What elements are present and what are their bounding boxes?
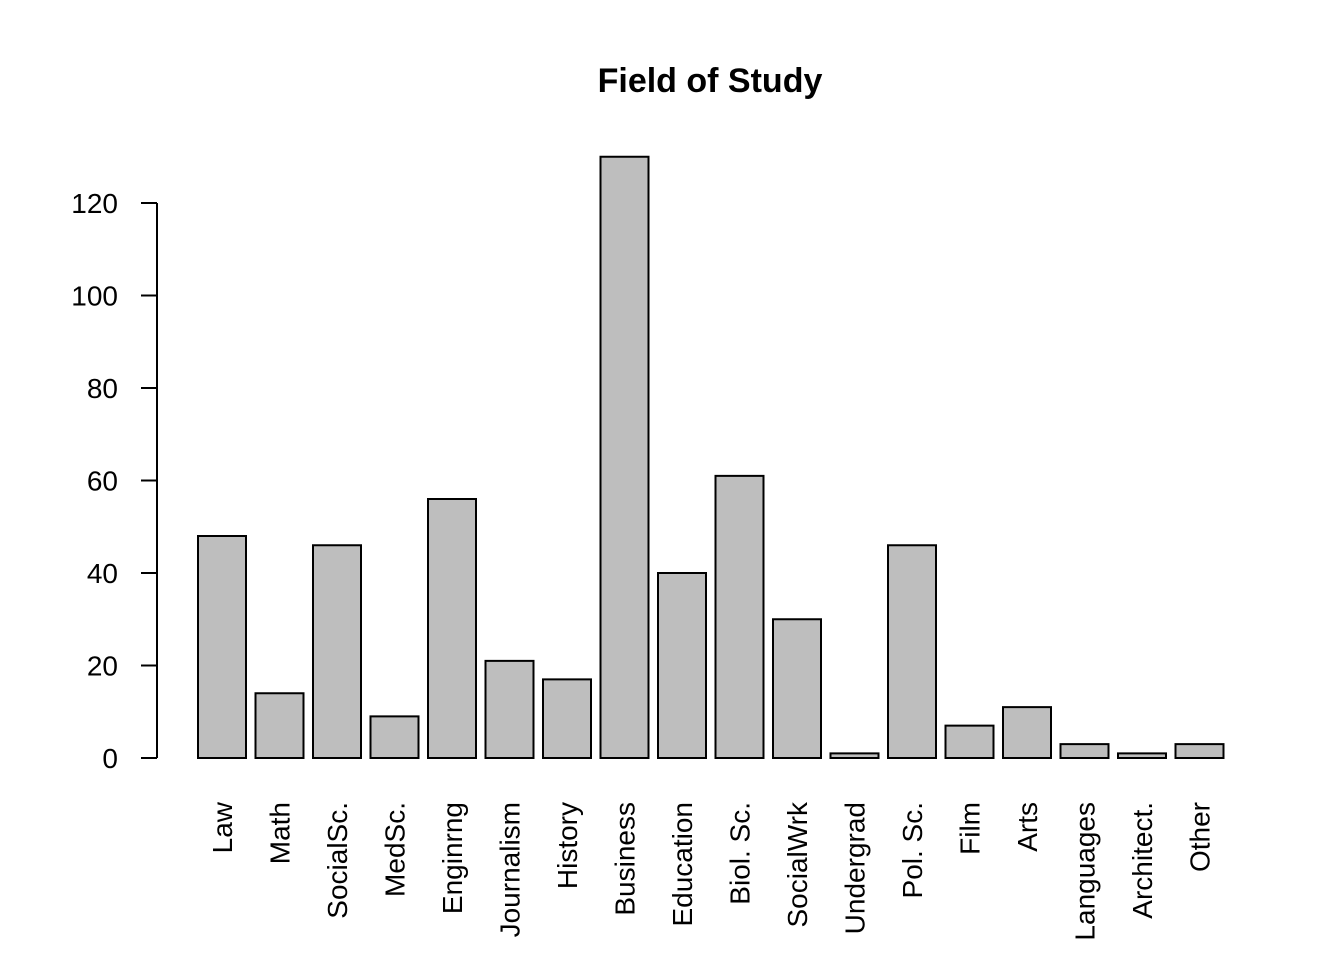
bar <box>427 498 477 759</box>
chart-title: Field of Study <box>598 62 823 100</box>
x-tick-label: Other <box>1185 802 1216 872</box>
bar <box>1059 743 1110 759</box>
x-tick-label: Arts <box>1012 802 1043 852</box>
x-axis-labels: Law Math SocialSc. MedSc. Enginrng Journalism… <box>207 801 1216 941</box>
x-tick-label: Biol. Sc. <box>725 802 756 905</box>
bar <box>714 474 765 759</box>
y-tick-label: 20 <box>87 651 118 682</box>
bar <box>312 544 362 759</box>
bar <box>484 659 535 759</box>
x-tick-label: Enginrng <box>437 802 468 914</box>
bar <box>197 535 247 759</box>
y-tick-label: 100 <box>71 281 118 312</box>
x-tick-label: Math <box>265 802 296 864</box>
x-tick-label: SocialWrk <box>782 801 813 928</box>
x-tick-label: Languages <box>1070 802 1101 941</box>
bar <box>657 572 707 759</box>
bar <box>599 155 650 759</box>
y-tick-label: 80 <box>87 373 118 404</box>
y-axis: 0 20 40 60 80 100 120 <box>71 188 158 774</box>
bar <box>944 724 995 759</box>
bar <box>887 544 937 759</box>
x-tick-label: Journalism <box>495 802 526 937</box>
x-tick-label: Architect. <box>1127 802 1158 919</box>
x-tick-label: Business <box>610 802 641 916</box>
x-tick-label: Pol. Sc. <box>897 802 928 898</box>
y-tick-label: 40 <box>87 558 118 589</box>
bar <box>369 715 420 759</box>
bars <box>197 155 1225 759</box>
y-tick-label: 0 <box>102 743 118 774</box>
bar <box>772 618 822 759</box>
x-tick-label: History <box>552 802 583 889</box>
bar <box>1002 706 1052 759</box>
bar <box>542 678 592 759</box>
x-tick-label: Undergrad <box>840 802 871 934</box>
x-tick-label: Film <box>955 802 986 855</box>
bar <box>1117 752 1167 759</box>
x-tick-label: Education <box>667 802 698 927</box>
y-tick-label: 120 <box>71 188 118 219</box>
x-tick-label: SocialSc. <box>322 802 353 919</box>
bar <box>254 692 305 759</box>
bar <box>829 752 880 759</box>
bar <box>1174 743 1225 759</box>
x-tick-label: MedSc. <box>380 802 411 897</box>
y-tick-label: 60 <box>87 466 118 497</box>
x-tick-label: Law <box>207 801 238 853</box>
